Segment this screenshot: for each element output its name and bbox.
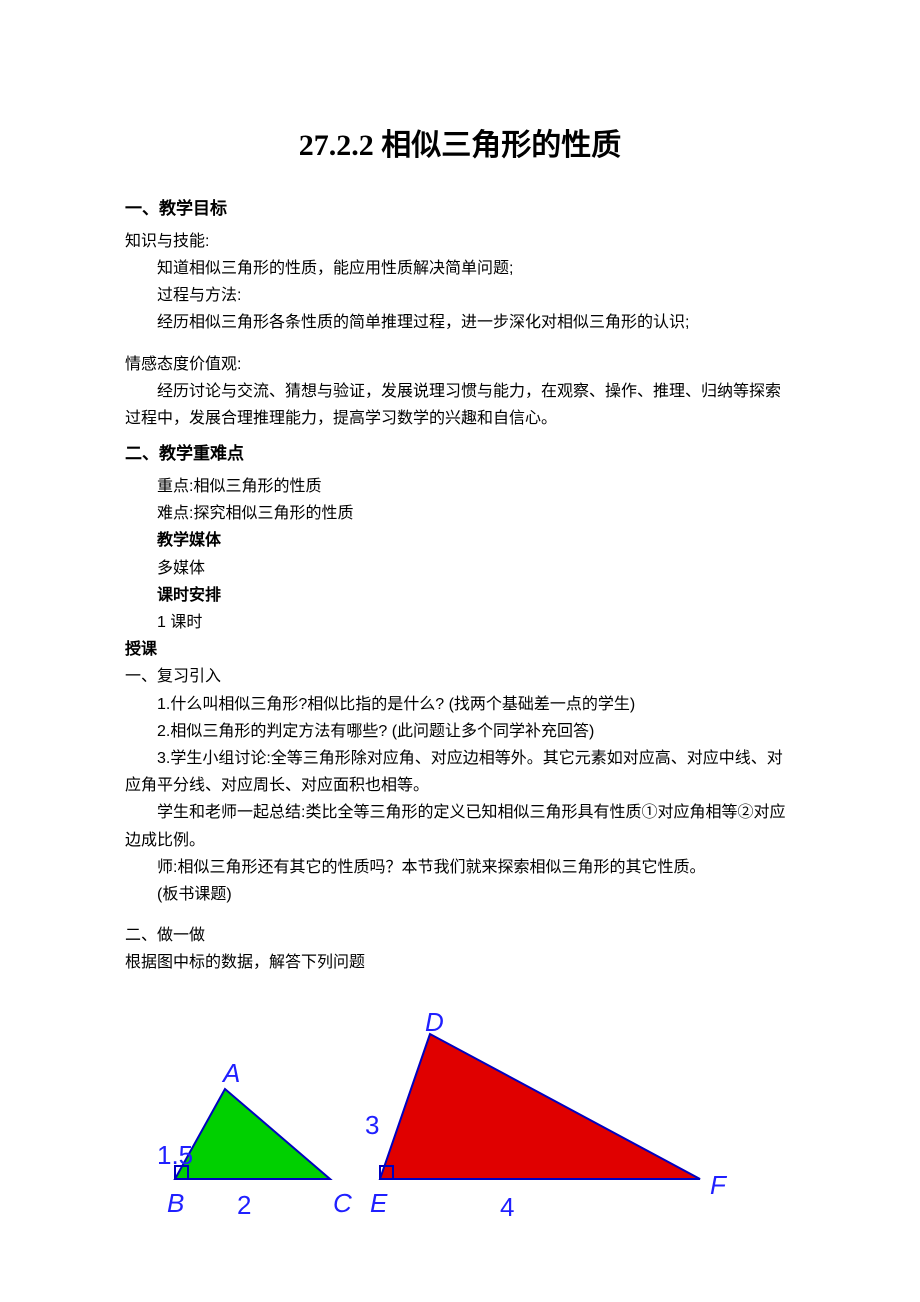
triangle-svg: A B C 1.5 2 D E F 3 4: [125, 1004, 755, 1249]
svg-text:3: 3: [365, 1110, 379, 1140]
sec3-p5: 师:相似三角形还有其它的性质吗？本节我们就来探索相似三角形的其它性质。: [125, 854, 795, 881]
sec2-p4: 多媒体: [157, 555, 795, 582]
svg-text:E: E: [370, 1188, 388, 1218]
sec2-p6: 1 课时: [157, 609, 795, 636]
sec1-p4: 经历相似三角形各条性质的简单推理过程，进一步深化对相似三角形的认识;: [125, 309, 795, 336]
svg-text:4: 4: [500, 1192, 514, 1222]
svg-text:F: F: [710, 1170, 728, 1200]
sec2-p3: 教学媒体: [157, 527, 795, 554]
sec3-p6: (板书课题): [125, 881, 795, 908]
sec1-p6: 经历讨论与交流、猜想与验证，发展说理习惯与能力，在观察、操作、推理、归纳等探索过…: [125, 378, 795, 432]
svg-text:A: A: [221, 1058, 240, 1088]
sec3-sub1: 一、复习引入: [125, 663, 795, 690]
section-1-heading: 一、教学目标: [125, 195, 795, 224]
svg-text:C: C: [333, 1188, 352, 1218]
svg-text:1.5: 1.5: [157, 1140, 193, 1170]
sec2-p1: 重点:相似三角形的性质: [157, 473, 795, 500]
svg-text:B: B: [167, 1188, 184, 1218]
sec3-p1: 1.什么叫相似三角形?相似比指的是什么? (找两个基础差一点的学生): [125, 691, 795, 718]
section-2-heading: 二、教学重难点: [125, 440, 795, 469]
page-title: 27.2.2 相似三角形的性质: [125, 120, 795, 171]
sec1-p2: 知道相似三角形的性质，能应用性质解决简单问题;: [125, 255, 795, 282]
svg-text:2: 2: [237, 1190, 251, 1220]
svg-text:D: D: [425, 1007, 444, 1037]
section-3-heading: 授课: [125, 636, 795, 663]
sec3-sub2: 二、做一做: [125, 922, 795, 949]
triangle-diagram: A B C 1.5 2 D E F 3 4: [125, 1004, 795, 1258]
sec3-p7: 根据图中标的数据，解答下列问题: [125, 949, 795, 976]
sec2-p2: 难点:探究相似三角形的性质: [157, 500, 795, 527]
sec1-p5: 情感态度价值观:: [125, 351, 795, 378]
sec3-p2: 2.相似三角形的判定方法有哪些? (此问题让多个同学补充回答): [125, 718, 795, 745]
sec1-p3: 过程与方法:: [125, 282, 795, 309]
sec3-p3: 3.学生小组讨论:全等三角形除对应角、对应边相等外。其它元素如对应高、对应中线、…: [125, 745, 795, 799]
sec3-p4: 学生和老师一起总结:类比全等三角形的定义已知相似三角形具有性质①对应角相等②对应…: [125, 799, 795, 853]
sec2-p5: 课时安排: [157, 582, 795, 609]
sec1-p1: 知识与技能:: [125, 228, 795, 255]
